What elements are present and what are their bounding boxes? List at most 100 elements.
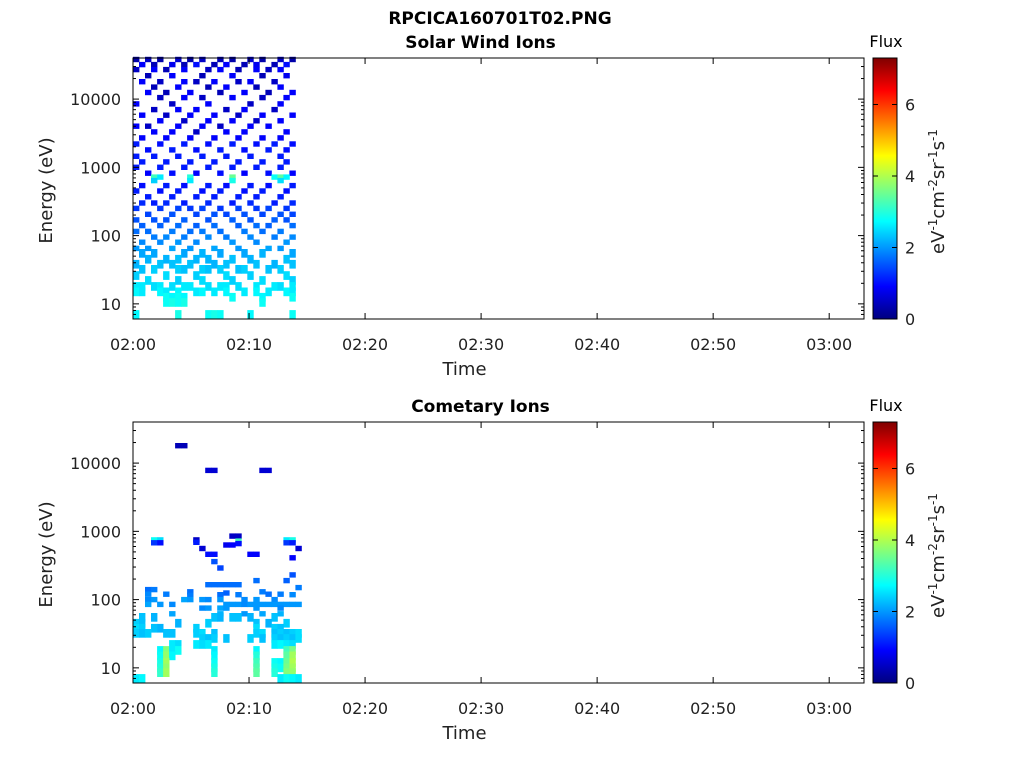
- heatmap-cell: [157, 651, 164, 661]
- heatmap-cell: [187, 259, 194, 269]
- heatmap-cell: [235, 66, 242, 73]
- x-axis-label: Time: [441, 359, 486, 380]
- y-tick-label: 10: [101, 295, 121, 314]
- colorbar-tick-label: 2: [905, 238, 915, 257]
- heatmap-cell: [181, 443, 188, 449]
- heatmap-cell: [211, 310, 218, 319]
- heatmap-cell: [265, 467, 272, 474]
- heatmap-cell: [175, 443, 182, 449]
- heatmap-cell: [187, 205, 194, 212]
- heatmap-cell: [145, 591, 152, 597]
- heatmap-cell: [211, 663, 218, 673]
- heatmap-cell: [187, 589, 194, 595]
- heatmap-cell: [247, 182, 254, 189]
- heatmap-cell: [187, 228, 194, 235]
- heatmap-cell: [253, 658, 260, 667]
- y-axis-label: Energy (eV): [36, 137, 57, 243]
- heatmap-cell: [133, 674, 140, 683]
- heatmap-cell: [229, 239, 236, 245]
- heatmap-cell: [241, 106, 248, 113]
- heatmap-cell: [229, 601, 236, 608]
- heatmap-cell: [145, 194, 152, 200]
- heatmap-cell: [259, 629, 266, 638]
- heatmap-cell: [175, 310, 182, 319]
- heatmap-cell: [217, 596, 224, 603]
- heatmap-cell: [145, 147, 152, 153]
- heatmap-cell: [211, 646, 218, 655]
- heatmap-cell: [229, 56, 236, 63]
- heatmap-cell: [223, 234, 230, 240]
- heatmap-cell: [217, 605, 224, 611]
- heatmap-cell: [163, 271, 170, 280]
- heatmap-cell: [289, 211, 296, 217]
- heatmap-cell: [241, 147, 248, 153]
- heatmap-cell: [175, 205, 182, 212]
- heatmap-cell: [133, 310, 140, 319]
- heatmap-cell: [283, 634, 290, 643]
- heatmap-cell: [289, 601, 296, 608]
- heatmap-cell: [241, 61, 248, 68]
- heatmap-cell: [283, 618, 290, 628]
- heatmap-cell: [289, 555, 296, 561]
- heatmap-cell: [283, 674, 290, 683]
- heatmap-cell: [247, 101, 254, 107]
- heatmap-cell: [229, 613, 236, 622]
- heatmap-cell: [157, 79, 164, 85]
- heatmap-cell: [283, 174, 290, 180]
- heatmap-cell: [211, 287, 218, 297]
- heatmap-cell: [295, 629, 302, 638]
- heatmap-cell: [229, 542, 236, 548]
- heatmap-cell: [169, 259, 176, 269]
- heatmap-cell: [145, 228, 152, 235]
- heatmap-cell: [175, 287, 182, 297]
- heatmap-cell: [211, 651, 218, 661]
- heatmap-cell: [283, 217, 290, 223]
- heatmap-cell: [271, 663, 278, 673]
- heatmap-cell: [277, 623, 284, 633]
- heatmap-cell: [289, 249, 296, 258]
- heatmap-cell: [187, 159, 194, 165]
- heatmap-cell: [229, 533, 236, 539]
- heatmap-cell: [211, 629, 218, 638]
- heatmap-cell: [181, 282, 188, 291]
- heatmap-cell: [145, 254, 152, 264]
- heatmap-cell: [199, 605, 206, 611]
- heatmap-cell: [289, 234, 296, 240]
- panel-title: Cometary Ions: [411, 397, 550, 417]
- heatmap-cell: [181, 596, 188, 603]
- heatmap-cell: [163, 292, 170, 302]
- heatmap-cell: [193, 211, 200, 217]
- heatmap-cell: [157, 94, 164, 101]
- heatmap-cell: [169, 651, 176, 661]
- heatmap-cell: [199, 634, 206, 643]
- heatmap-cell: [139, 618, 146, 628]
- heatmap-cell: [205, 618, 212, 628]
- heatmap-cell: [205, 66, 212, 73]
- heatmap-cell: [199, 265, 206, 274]
- heatmap-cell: [157, 205, 164, 212]
- heatmap-cell: [247, 153, 254, 159]
- heatmap-cell: [235, 135, 242, 141]
- heatmap-cell: [241, 228, 248, 235]
- heatmap-cell: [163, 112, 170, 118]
- heatmap-cell: [277, 629, 284, 638]
- heatmap-cell: [169, 282, 176, 291]
- heatmap-cell: [133, 245, 140, 252]
- heatmap-cell: [187, 282, 194, 291]
- heatmap-cell: [139, 674, 146, 683]
- heatmap-cell: [271, 79, 278, 85]
- heatmap-cell: [271, 658, 278, 667]
- heatmap-cell: [157, 601, 164, 608]
- heatmap-cell: [223, 605, 230, 611]
- heatmap-cell: [259, 159, 266, 165]
- heatmap-cell: [199, 123, 206, 129]
- heatmap-cell: [211, 79, 218, 85]
- heatmap-cell: [187, 135, 194, 141]
- heatmap-cell: [253, 84, 260, 90]
- y-tick-label: 10000: [70, 90, 121, 109]
- heatmap-cell: [193, 222, 200, 229]
- heatmap-cell: [157, 537, 164, 543]
- heatmap-cell: [283, 640, 290, 649]
- x-tick-label: 02:00: [110, 699, 156, 718]
- heatmap-cell: [217, 66, 224, 73]
